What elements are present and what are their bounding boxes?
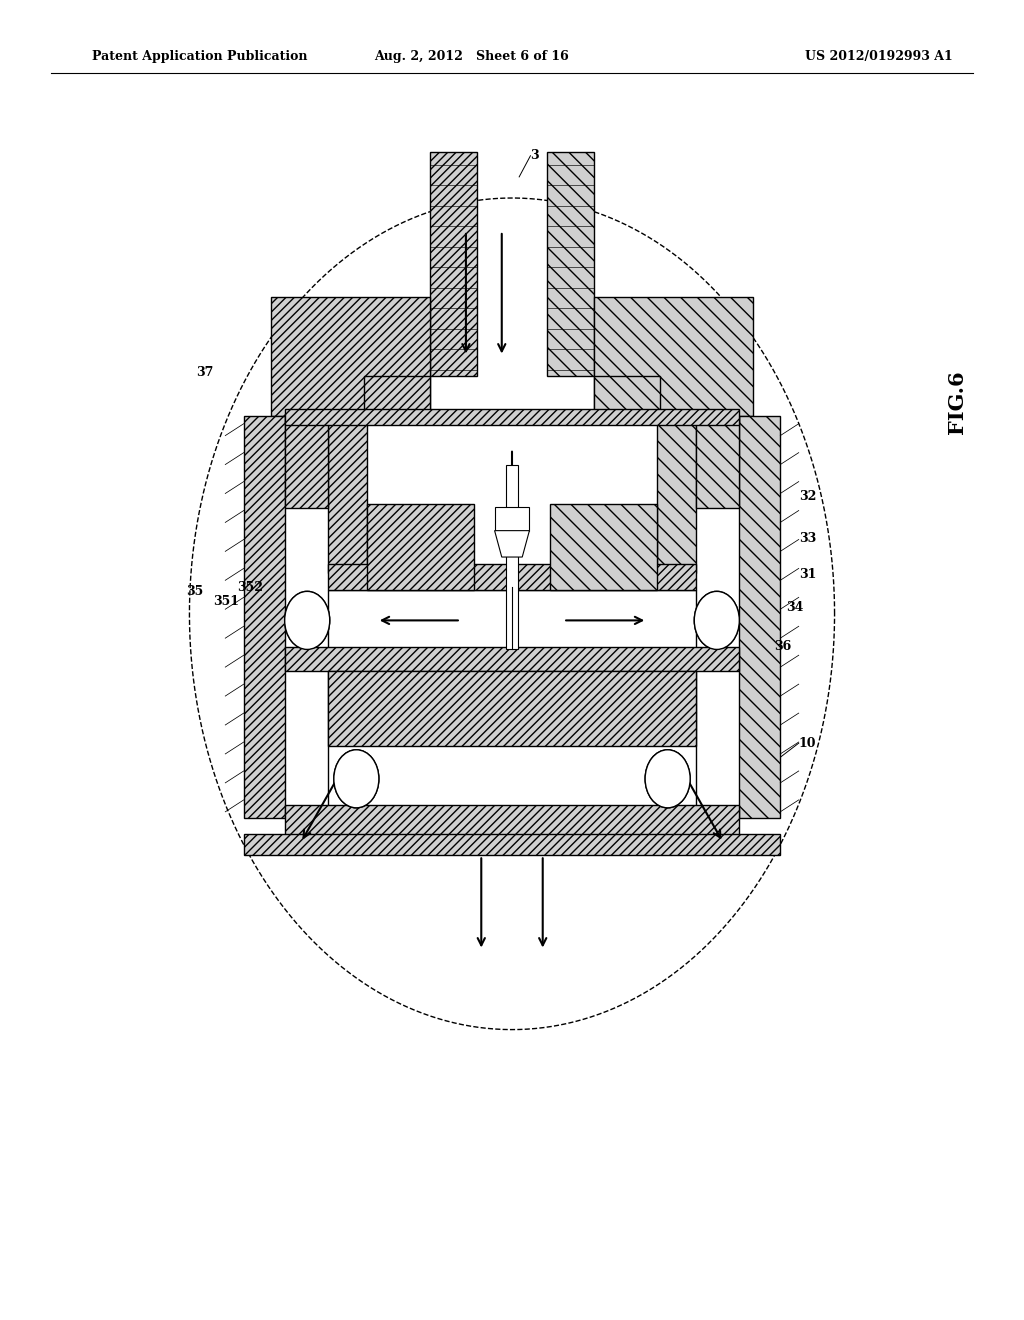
Bar — [430, 152, 477, 376]
Bar — [328, 416, 367, 573]
Text: 32: 32 — [799, 490, 816, 503]
Bar — [367, 504, 474, 590]
Bar — [594, 376, 660, 416]
Text: 35: 35 — [186, 585, 204, 598]
Text: Patent Application Publication: Patent Application Publication — [92, 50, 307, 63]
Bar — [550, 504, 657, 590]
Bar — [244, 834, 780, 855]
Circle shape — [285, 591, 330, 649]
Bar — [657, 416, 696, 573]
Bar — [495, 507, 529, 531]
Text: 31: 31 — [799, 568, 816, 581]
Bar — [328, 671, 696, 808]
Bar — [739, 416, 780, 818]
Circle shape — [694, 591, 739, 649]
Bar — [594, 297, 753, 416]
Text: 351: 351 — [213, 595, 239, 609]
Text: 36: 36 — [774, 640, 792, 653]
Text: 34: 34 — [786, 601, 804, 614]
Text: 3: 3 — [530, 149, 539, 162]
Polygon shape — [495, 531, 529, 557]
Bar — [328, 564, 696, 590]
Circle shape — [334, 750, 379, 808]
Text: 37: 37 — [197, 366, 214, 379]
Bar — [328, 671, 696, 746]
Text: 10: 10 — [799, 737, 816, 750]
Bar — [285, 805, 739, 837]
Bar — [506, 465, 518, 649]
Bar — [285, 416, 328, 508]
Text: US 2012/0192993 A1: US 2012/0192993 A1 — [805, 50, 952, 63]
Text: Aug. 2, 2012   Sheet 6 of 16: Aug. 2, 2012 Sheet 6 of 16 — [374, 50, 568, 63]
Bar — [285, 409, 739, 425]
Bar — [285, 647, 739, 671]
Bar — [696, 416, 739, 508]
Bar — [364, 376, 430, 416]
Text: 33: 33 — [799, 532, 816, 545]
Bar — [244, 416, 285, 818]
Text: FIG.6: FIG.6 — [947, 371, 968, 434]
Bar — [547, 152, 594, 376]
Bar — [271, 297, 430, 416]
Text: 352: 352 — [238, 581, 263, 594]
Bar — [328, 590, 696, 649]
Circle shape — [645, 750, 690, 808]
